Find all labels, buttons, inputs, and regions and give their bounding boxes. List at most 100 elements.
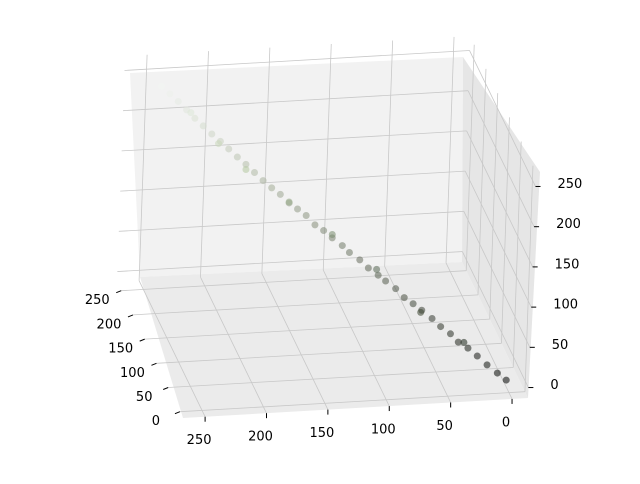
grid-line [200, 276, 267, 414]
grid-line [138, 54, 148, 281]
grid-line [445, 36, 455, 263]
grid-line [117, 251, 463, 272]
tick-mark [139, 338, 145, 342]
grid-line [463, 211, 531, 348]
point [473, 352, 481, 360]
x-tick-label: 250 [187, 433, 212, 448]
grid-line [445, 262, 513, 400]
point [294, 205, 302, 213]
point [454, 338, 462, 346]
z-tick-label: 150 [555, 257, 580, 272]
z-tick-label: 50 [552, 338, 569, 353]
point [464, 344, 472, 352]
grid-line [138, 280, 206, 417]
floor-pane [140, 262, 528, 418]
grid-line [489, 93, 499, 320]
point [502, 376, 510, 384]
grid-line [524, 165, 534, 392]
back-pane [130, 57, 463, 277]
point [338, 242, 346, 250]
point [225, 145, 233, 153]
point [259, 177, 267, 185]
point [191, 114, 199, 122]
y-tick-label: 0 [152, 414, 160, 429]
grid-line [132, 294, 478, 316]
grid-line [462, 251, 529, 388]
point [268, 184, 276, 192]
grid-line [322, 269, 390, 407]
z-tick-label: 0 [550, 378, 558, 393]
point [215, 140, 223, 148]
grid-line [469, 50, 536, 187]
x-tick-label: 150 [309, 426, 334, 441]
grid-line [512, 141, 522, 368]
grid-line [261, 273, 329, 410]
y-tick-label: 150 [108, 342, 133, 357]
point [242, 160, 250, 168]
point [382, 277, 390, 285]
point [166, 90, 174, 98]
point [187, 109, 195, 117]
tick-mark [116, 290, 122, 294]
grid-line [200, 51, 209, 278]
point [285, 198, 293, 206]
point [302, 211, 310, 219]
point [174, 97, 182, 105]
point [374, 271, 382, 279]
z-tick-label: 100 [553, 298, 578, 313]
point [345, 248, 353, 256]
point [251, 168, 259, 176]
point [158, 82, 166, 90]
point [428, 314, 436, 322]
point [392, 285, 400, 293]
grid-line [168, 367, 514, 388]
x-tick-label: 200 [248, 430, 273, 445]
grid-line [156, 342, 502, 364]
point [400, 294, 408, 302]
grid-line [179, 391, 525, 413]
point [320, 227, 328, 235]
point [208, 130, 216, 138]
point [328, 230, 336, 238]
point [242, 166, 250, 174]
tick-mark [174, 411, 181, 415]
side-pane [462, 57, 540, 398]
grid-line [477, 68, 487, 295]
grid-line [464, 170, 532, 308]
z-tick-label: 250 [557, 177, 582, 192]
grid-line [118, 210, 464, 232]
y-tick-label: 100 [120, 366, 145, 381]
x-tick-label: 50 [436, 419, 453, 434]
point [460, 338, 468, 346]
point [233, 153, 241, 161]
grid-line [466, 130, 534, 268]
point [199, 122, 207, 130]
point [409, 300, 417, 308]
point [311, 221, 319, 229]
x-tick-label: 0 [502, 415, 510, 430]
grid-line [144, 318, 490, 340]
point [417, 308, 425, 316]
grid-line [501, 117, 510, 344]
grid-line [121, 270, 467, 292]
grid-line [384, 40, 394, 267]
grid-line [261, 47, 271, 274]
grid-line [120, 170, 466, 192]
tick-mark [163, 387, 169, 390]
grid-line [467, 90, 535, 227]
point [356, 256, 364, 264]
point [483, 361, 491, 369]
tick-mark [127, 314, 134, 318]
point [364, 264, 372, 272]
z-tick-label: 200 [556, 217, 581, 232]
y-tick-label: 200 [97, 317, 122, 332]
y-tick-label: 250 [85, 293, 110, 308]
x-tick-label: 100 [371, 423, 396, 438]
y-tick-label: 50 [136, 390, 153, 405]
point [493, 369, 501, 377]
point [446, 330, 454, 338]
grid-line [465, 44, 475, 271]
grid-line [124, 50, 470, 71]
point [373, 265, 381, 273]
